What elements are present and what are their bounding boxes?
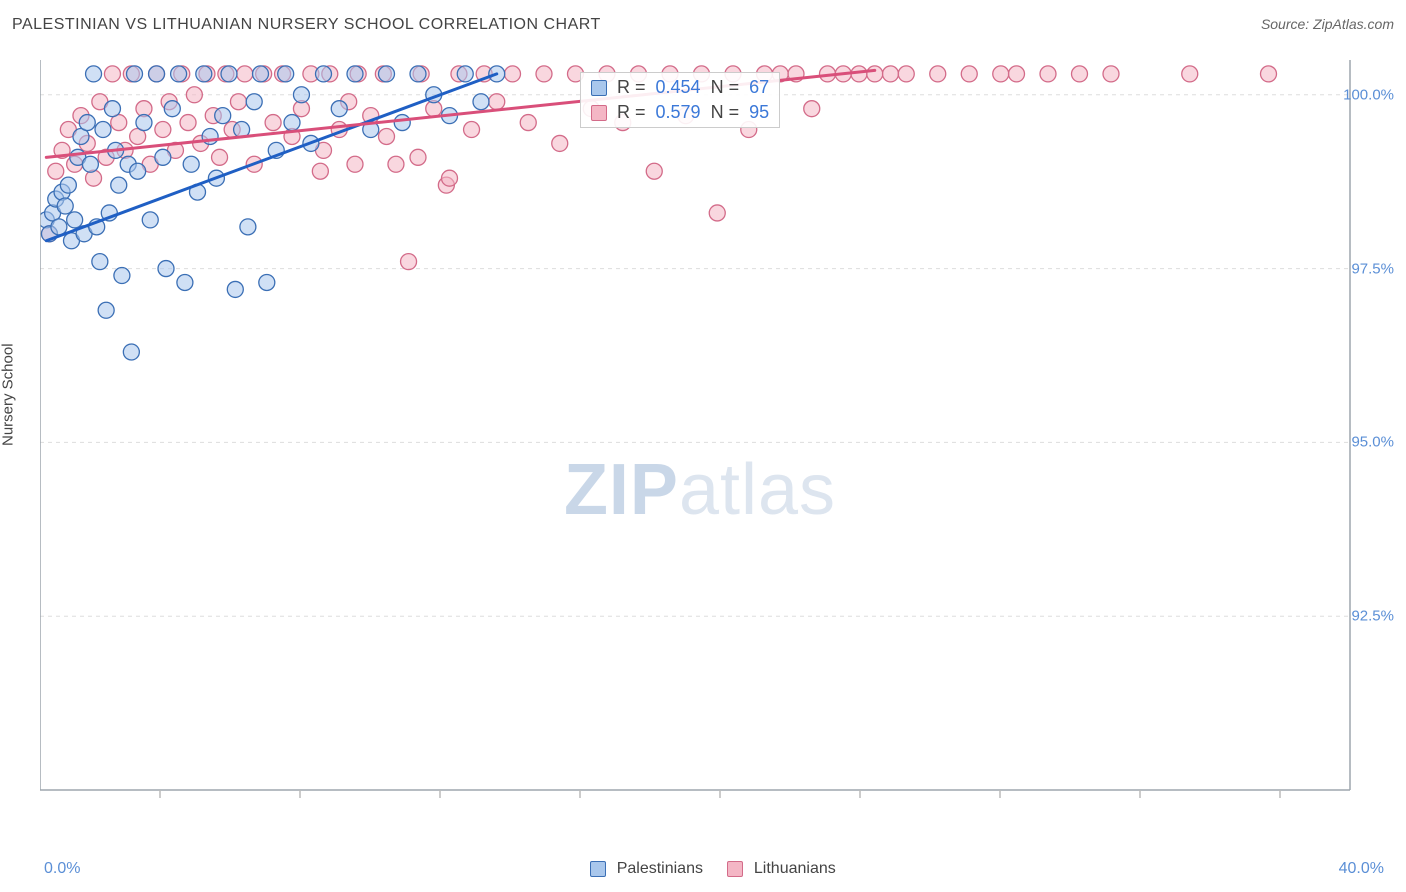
legend-label-lithuanians: Lithuanians <box>754 860 836 877</box>
chart-title: PALESTINIAN VS LITHUANIAN NURSERY SCHOOL… <box>12 16 601 34</box>
legend: Palestinians Lithuanians <box>0 860 1406 878</box>
stats-N-value: 67 <box>749 77 769 98</box>
stats-R-label: R = <box>617 102 646 123</box>
legend-label-palestinians: Palestinians <box>617 860 703 877</box>
stats-N-label: N = <box>711 77 740 98</box>
plot-svg <box>40 60 1360 810</box>
stats-swatch <box>591 80 607 96</box>
stats-N-label: N = <box>711 102 740 123</box>
ytick-label: 97.5% <box>1351 260 1394 277</box>
stats-N-value: 95 <box>749 102 769 123</box>
legend-swatch-palestinians <box>590 861 606 877</box>
stats-R-value: 0.579 <box>656 102 701 123</box>
stats-R-label: R = <box>617 77 646 98</box>
chart-source: Source: ZipAtlas.com <box>1261 16 1394 32</box>
legend-swatch-lithuanians <box>727 861 743 877</box>
stats-row: R = 0.579 N = 95 <box>581 100 779 125</box>
ytick-label: 95.0% <box>1351 434 1394 451</box>
stats-row: R = 0.454 N = 67 <box>581 75 779 100</box>
yaxis-title: Nursery School <box>0 343 17 446</box>
ytick-label: 100.0% <box>1343 86 1394 103</box>
title-bar: PALESTINIAN VS LITHUANIAN NURSERY SCHOOL… <box>12 16 1394 34</box>
chart-container: PALESTINIAN VS LITHUANIAN NURSERY SCHOOL… <box>0 0 1406 892</box>
scatter-plot: ZIPatlas R =0.454N =67R =0.579N =95 <box>40 60 1360 810</box>
ytick-label: 92.5% <box>1351 608 1394 625</box>
stats-R-value: 0.454 <box>656 77 701 98</box>
stats-swatch <box>591 105 607 121</box>
stats-legend-box: R = 0.454 N = 67 R = 0.579 N = 95 <box>580 72 780 128</box>
